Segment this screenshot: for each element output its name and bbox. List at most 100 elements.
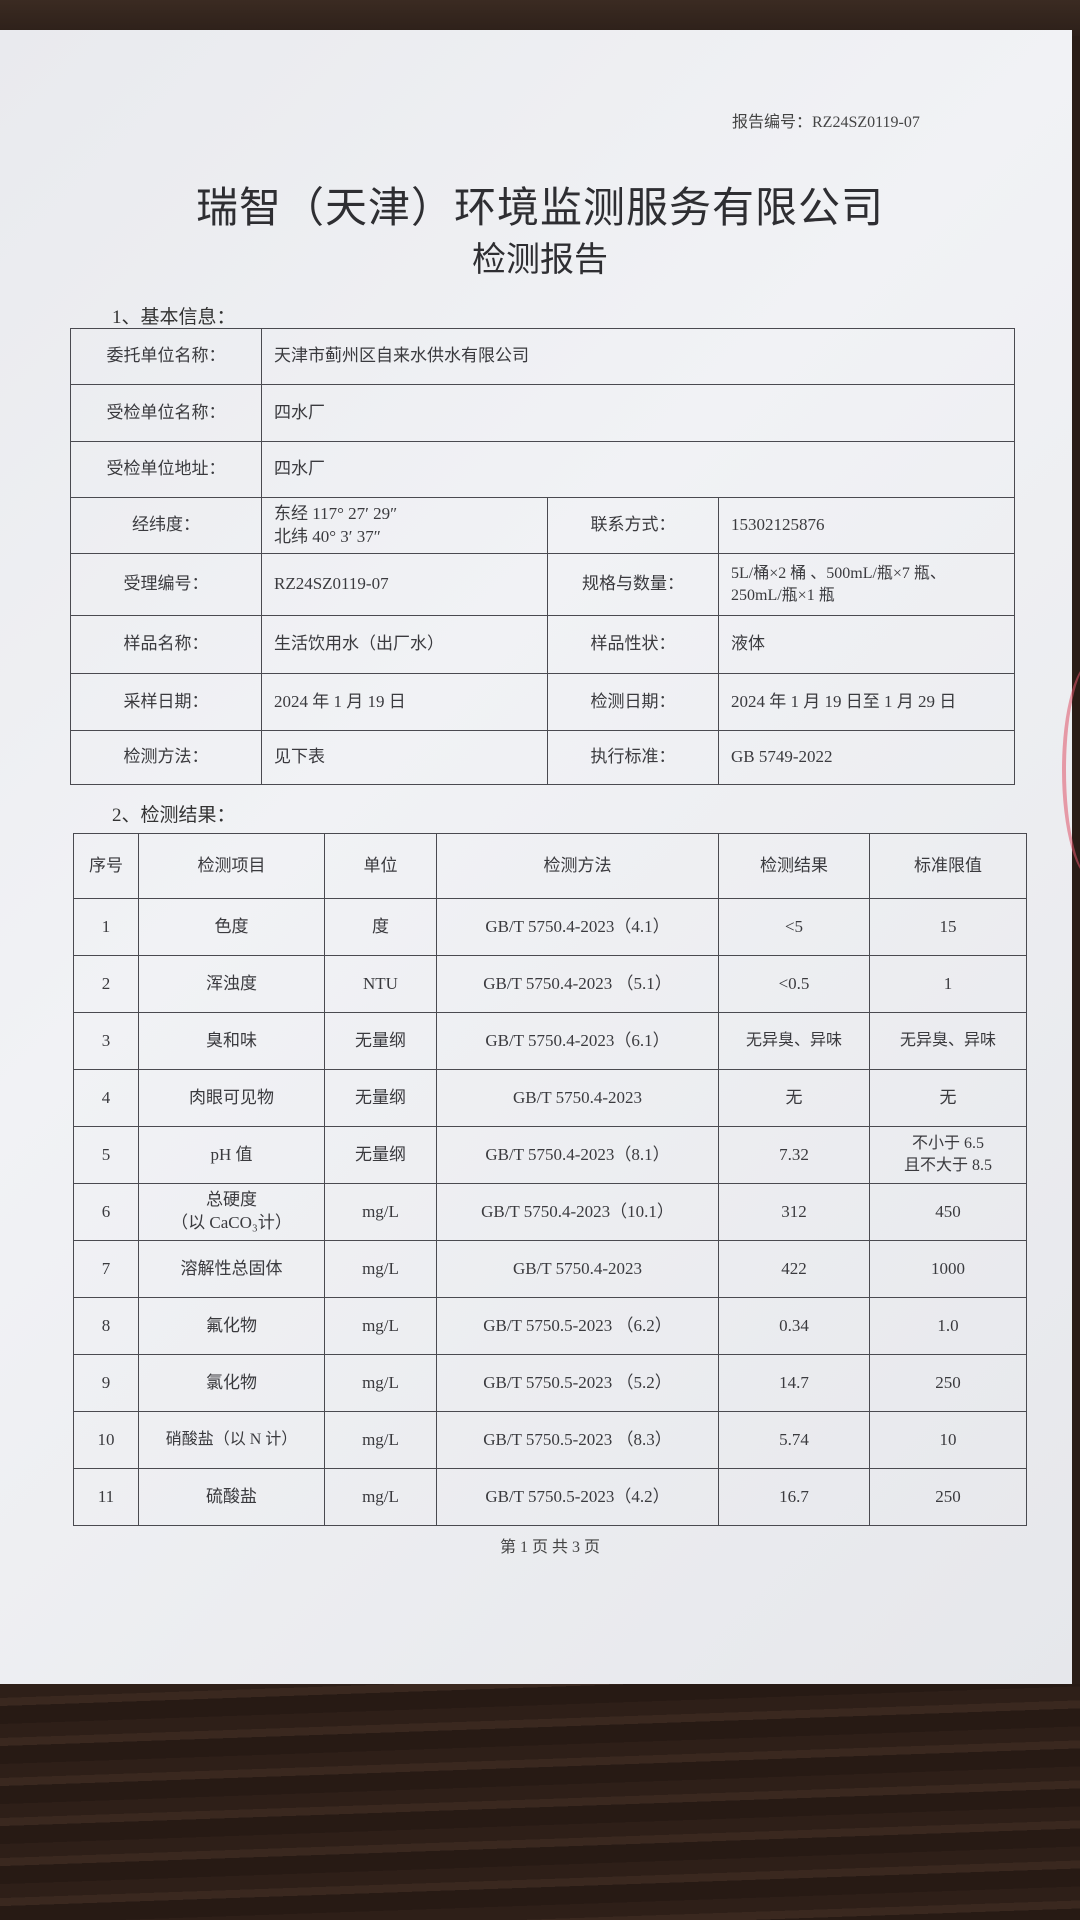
test-date-value: 2024 年 1 月 19 日至 1 月 29 日 xyxy=(717,673,1016,731)
unit-text: mg/L xyxy=(362,1315,399,1335)
no-text: 11 xyxy=(97,1486,115,1506)
limit-text-line2: 且不大于 8.5 xyxy=(903,1157,992,1174)
method-text: GB/T 5750.5-2023 （8.3） xyxy=(483,1429,672,1449)
cell-method: GB/T 5750.4-2023 xyxy=(436,1240,719,1298)
cell-limit: 不小于 6.5 且不大于 8.5 xyxy=(869,1126,1027,1184)
coords-value: 东经 117° 27′ 29″ 北纬 40° 3′ 37″ xyxy=(261,497,548,554)
cell-unit: mg/L xyxy=(324,1411,437,1469)
cell-item: 色度 xyxy=(138,898,325,956)
cell-limit: 1.0 xyxy=(869,1297,1027,1355)
cell-item: 总硬度 （以 CaCO₃计） xyxy=(138,1183,325,1241)
document-title: 检测报告 xyxy=(472,242,608,279)
sample-state-label: 样品性状： xyxy=(547,615,719,674)
cell-no: 1 xyxy=(73,898,139,956)
method-text: GB/T 5750.4-2023（6.1） xyxy=(485,1030,670,1050)
unit-text: 度 xyxy=(372,916,389,936)
cell-item: 溶解性总固体 xyxy=(138,1240,325,1298)
sample-name-label: 样品名称： xyxy=(70,615,262,674)
cell-limit: 250 xyxy=(869,1468,1027,1526)
coords-label: 经纬度： xyxy=(70,497,262,554)
results-table: 序号 检测项目 单位 检测方法 检测结果 标准限值 1 色度 度 GB/T 5750.4-202… xyxy=(73,833,1027,1526)
cell-unit: mg/L xyxy=(324,1240,437,1298)
red-seal-stamp xyxy=(1062,660,1080,880)
cell-unit: 度 xyxy=(324,898,437,956)
address-label: 受检单位地址： xyxy=(70,441,262,498)
item-text: 硝酸盐（以 N 计） xyxy=(165,1431,298,1449)
method-text: GB/T 5750.4-2023（4.1） xyxy=(485,916,670,936)
limit-text: 450 xyxy=(935,1201,961,1221)
cell-limit: 250 xyxy=(869,1354,1027,1412)
header-result: 检测结果 xyxy=(718,833,870,899)
section-results-title: 2、检测结果： xyxy=(112,805,236,826)
result-text: 16.7 xyxy=(779,1486,809,1506)
cell-item: 氟化物 xyxy=(138,1297,325,1355)
page-number: 第 1 页 共 3 页 xyxy=(499,1539,600,1556)
item-text-line2: （以 CaCO₃计） xyxy=(171,1213,292,1232)
client-label: 委托单位名称： xyxy=(70,328,262,385)
result-text: 无 xyxy=(785,1087,803,1107)
cell-method: GB/T 5750.5-2023（4.2） xyxy=(436,1468,719,1526)
result-text: 14.7 xyxy=(779,1372,809,1392)
cell-item: 肉眼可见物 xyxy=(138,1069,325,1127)
unit-text: mg/L xyxy=(362,1258,399,1278)
cell-no: 4 xyxy=(73,1069,139,1127)
table-row: 3 臭和味 无量纲 GB/T 5750.4-2023（6.1） 无异臭、异味 无异臭、异味 xyxy=(73,1012,1027,1070)
standard-label: 执行标准： xyxy=(547,730,719,785)
accept-no-value: RZ24SZ0119-07 xyxy=(261,553,548,616)
result-text: <5 xyxy=(784,916,804,936)
unit-text: mg/L xyxy=(362,1429,399,1449)
accept-no-label: 受理编号： xyxy=(70,553,262,616)
cell-result: 16.7 xyxy=(718,1468,870,1526)
sample-state-value: 液体 xyxy=(717,615,1016,674)
item-text: 色度 xyxy=(214,916,249,936)
test-date-label: 检测日期： xyxy=(547,673,719,731)
item-text: 氯化物 xyxy=(206,1372,257,1392)
cell-method: GB/T 5750.5-2023 （5.2） xyxy=(436,1354,719,1412)
cell-result: 422 xyxy=(718,1240,870,1298)
cell-unit: 无量纲 xyxy=(324,1012,437,1070)
cell-limit: 无异臭、异味 xyxy=(869,1012,1027,1070)
no-text: 2 xyxy=(101,973,111,993)
cell-method: GB/T 5750.4-2023（10.1） xyxy=(436,1183,719,1241)
no-text: 6 xyxy=(101,1201,111,1221)
no-text: 7 xyxy=(101,1258,111,1278)
limit-text: 250 xyxy=(935,1372,961,1392)
cell-result: <0.5 xyxy=(718,955,870,1013)
spec-line-1: 5L/桶×2 桶 、500mL/瓶×7 瓶、 xyxy=(731,564,946,582)
cell-unit: mg/L xyxy=(324,1297,437,1355)
table-row: 6 总硬度 （以 CaCO₃计） mg/L GB/T 5750.4-2023（10.1）… xyxy=(73,1183,1027,1241)
cell-item: 臭和味 xyxy=(138,1012,325,1070)
table-row: 11 硫酸盐 mg/L GB/T 5750.5-2023（4.2） 16.7 250 xyxy=(73,1468,1027,1526)
cell-limit: 15 xyxy=(869,898,1027,956)
background-table-bottom xyxy=(0,1684,1080,1920)
limit-text: 15 xyxy=(939,916,957,936)
cell-item: pH 值 xyxy=(138,1126,325,1184)
header-limit: 标准限值 xyxy=(869,833,1027,899)
result-text: 5.74 xyxy=(779,1429,809,1449)
cell-item: 硝酸盐（以 N 计） xyxy=(138,1411,325,1469)
header-item: 检测项目 xyxy=(138,833,325,899)
no-text: 4 xyxy=(101,1087,111,1107)
spec-label: 规格与数量： xyxy=(547,553,719,616)
cell-no: 11 xyxy=(73,1468,139,1526)
cell-unit: NTU xyxy=(324,955,437,1013)
cell-limit: 1000 xyxy=(869,1240,1027,1298)
cell-unit: mg/L xyxy=(324,1354,437,1412)
table-row: 8 氟化物 mg/L GB/T 5750.5-2023 （6.2） 0.34 1.0 xyxy=(73,1297,1027,1355)
cell-result: 无异臭、异味 xyxy=(718,1012,870,1070)
limit-text: 1.0 xyxy=(937,1315,959,1335)
limit-text: 不小于 6.5 xyxy=(911,1135,984,1153)
method-text: GB/T 5750.5-2023 （5.2） xyxy=(483,1372,672,1392)
cell-unit: mg/L xyxy=(324,1468,437,1526)
unit-text: NTU xyxy=(363,973,398,993)
item-text: 氟化物 xyxy=(206,1315,257,1335)
spec-line-2: 250mL/瓶×1 瓶 xyxy=(731,586,835,604)
result-text: 7.32 xyxy=(779,1144,809,1164)
table-row: 2 浑浊度 NTU GB/T 5750.4-2023 （5.1） <0.5 1 xyxy=(73,955,1027,1013)
info-row-coords: 经纬度： 东经 117° 27′ 29″ 北纬 40° 3′ 37″ 联系方式：… xyxy=(70,497,1016,554)
info-row-accept: 受理编号： RZ24SZ0119-07 规格与数量： 5L/桶×2 桶 、500… xyxy=(70,553,1016,616)
results-header-row: 序号 检测项目 单位 检测方法 检测结果 标准限值 xyxy=(73,833,1027,899)
cell-limit: 1 xyxy=(869,955,1027,1013)
result-text: 无异臭、异味 xyxy=(745,1032,842,1050)
item-text: 硫酸盐 xyxy=(206,1486,257,1506)
